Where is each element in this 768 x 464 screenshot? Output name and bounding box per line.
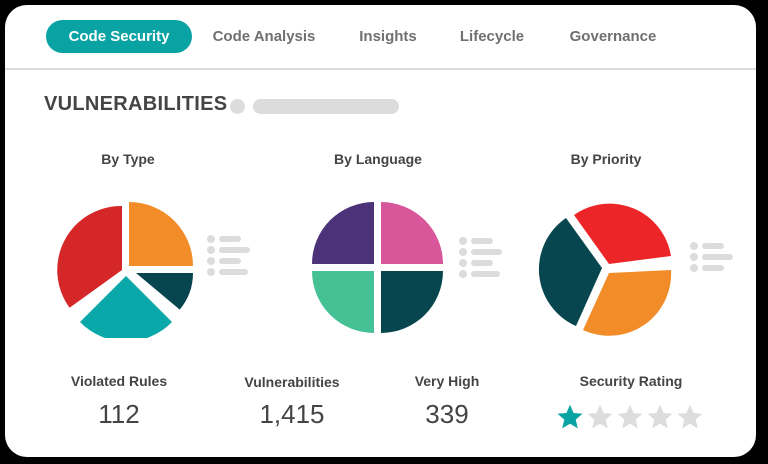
chart-title-by-language: By Language [334, 151, 422, 167]
stat-label-vulnerabilities: Vulnerabilities [244, 374, 340, 390]
stat-label-violated-rules: Violated Rules [70, 373, 168, 389]
dashboard-card: Code Security Code Analysis Insights Lif… [5, 5, 756, 457]
slice-red[interactable] [574, 203, 671, 264]
stat-label-very-high: Very High [414, 373, 480, 389]
legend-by-priority [690, 242, 733, 272]
pie-chart-by-language[interactable] [308, 198, 448, 338]
chart-title-by-priority: By Priority [570, 151, 642, 167]
slice-dark-teal[interactable] [538, 218, 602, 326]
slice-purple[interactable] [312, 202, 374, 264]
tab-lifecycle[interactable]: Lifecycle [459, 28, 525, 45]
slice-red[interactable] [57, 205, 122, 308]
star-empty-icon [647, 404, 673, 429]
pie-chart-by-type[interactable] [55, 198, 195, 338]
star-empty-icon [617, 404, 643, 429]
stat-value-violated-rules: 112 [98, 399, 140, 429]
tab-bar: Code Security Code Analysis Insights Lif… [5, 5, 756, 70]
stat-label-security-rating: Security Rating [579, 373, 683, 389]
section-title: VULNERABILITIES [44, 93, 228, 115]
legend-by-language [459, 237, 502, 278]
legend-by-type [207, 235, 250, 276]
slice-orange[interactable] [583, 270, 672, 336]
stat-value-very-high: 339 [425, 399, 469, 429]
slice-orange[interactable] [129, 202, 193, 266]
stat-value-vulnerabilities: 1,415 [259, 399, 325, 429]
slice-dark-teal[interactable] [381, 271, 443, 333]
tab-governance[interactable]: Governance [569, 28, 657, 45]
chart-title-by-type: By Type [101, 151, 155, 167]
slice-dark-teal[interactable] [136, 273, 194, 310]
pie-chart-by-priority[interactable] [536, 198, 676, 338]
star-filled-icon [557, 404, 583, 429]
slice-pink[interactable] [381, 202, 443, 264]
tab-code-security[interactable]: Code Security [46, 20, 192, 53]
star-empty-icon [587, 404, 613, 429]
tab-code-analysis[interactable]: Code Analysis [212, 28, 316, 45]
star-empty-icon [677, 404, 703, 429]
placeholder-bar [253, 99, 399, 114]
placeholder-dot [230, 99, 245, 114]
tab-insights[interactable]: Insights [359, 28, 417, 45]
slice-teal[interactable] [80, 276, 172, 338]
slice-green[interactable] [312, 271, 374, 333]
security-rating-stars [556, 403, 704, 431]
